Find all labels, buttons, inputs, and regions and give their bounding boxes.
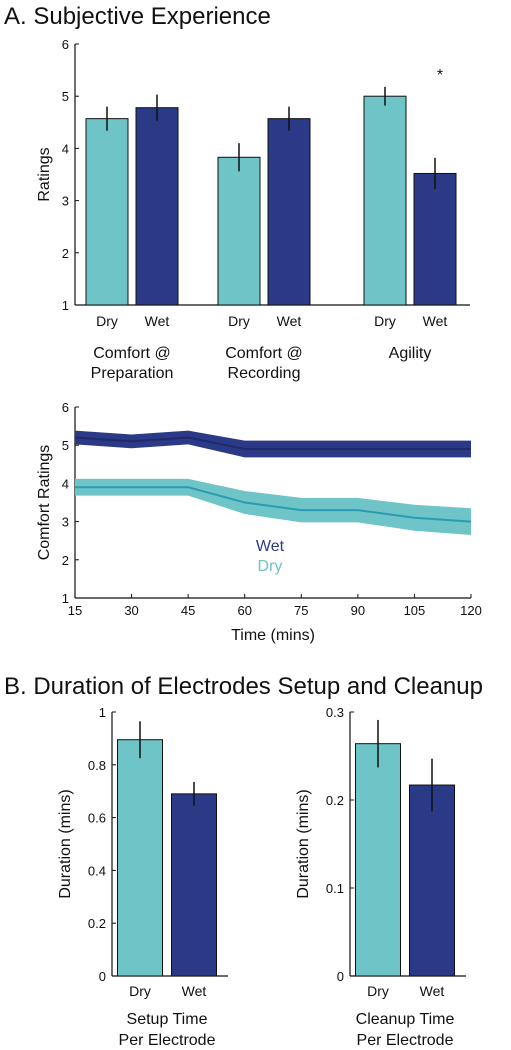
- y-tick-label: 2: [62, 246, 69, 261]
- bar-wet: [171, 793, 217, 977]
- x-tick-label: 75: [294, 603, 308, 618]
- y-tick-label: 5: [62, 438, 69, 453]
- y-axis-label: Ratings: [36, 147, 53, 201]
- y-tick-label: 0.2: [326, 793, 344, 808]
- y-tick-label: 0.3: [326, 705, 344, 720]
- y-axis-label: Duration (mins): [295, 789, 312, 898]
- group-label: Per Electrode: [357, 1032, 454, 1049]
- y-tick-label: 0.6: [88, 811, 106, 826]
- section-a-title: A. Subjective Experience: [4, 3, 271, 30]
- error-band-wet: [75, 430, 471, 458]
- bar-dry: [85, 118, 129, 306]
- x-tick-label: 45: [181, 603, 195, 618]
- y-tick-label: 3: [62, 194, 69, 209]
- y-tick-label: 3: [62, 515, 69, 530]
- legend-wet: Wet: [256, 538, 285, 555]
- cleanup-time-bar-chart: 0 0.1 0.2 0.3 Duration (mins) Dry Wet Cleanup T…: [295, 705, 466, 1049]
- y-axis-label: Duration (mins): [57, 789, 74, 898]
- category-label: Wet: [145, 313, 170, 329]
- category-label: Wet: [277, 313, 302, 329]
- y-tick-label: 5: [62, 89, 69, 104]
- bar-wet: [413, 172, 457, 306]
- y-tick-label: 2: [62, 553, 69, 568]
- category-label: Dry: [374, 313, 396, 329]
- y-tick-label: 0.8: [88, 758, 106, 773]
- y-tick-label: 6: [62, 400, 69, 415]
- x-tick-label: 120: [460, 603, 482, 618]
- x-tick-label: 30: [124, 603, 138, 618]
- y-tick-label: 4: [62, 476, 69, 491]
- significance-marker: *: [437, 67, 443, 84]
- bar-dry: [355, 743, 401, 977]
- y-tick-label: 0.1: [326, 881, 344, 896]
- y-tick-label: 6: [62, 37, 69, 52]
- x-tick-label: 60: [237, 603, 251, 618]
- category-label: Dry: [129, 983, 151, 999]
- section-b-title: B. Duration of Electrodes Setup and Clea…: [4, 673, 483, 700]
- legend-dry: Dry: [258, 558, 283, 575]
- ratings-bar-chart: 1 2 3 4 5 6 Ratings Dry Wet Comfort @ Preparation D…: [36, 37, 470, 382]
- bar-dry: [117, 739, 163, 977]
- group-label: Agility: [389, 345, 432, 362]
- y-axis-label: Comfort Ratings: [36, 445, 53, 561]
- group-label: Comfort @: [93, 345, 171, 362]
- series-line-wet: [74, 436, 471, 451]
- category-label: Dry: [228, 313, 250, 329]
- x-tick-label: 105: [404, 603, 426, 618]
- category-label: Wet: [420, 983, 445, 999]
- y-tick-label: 1: [99, 705, 106, 720]
- y-tick-label: 1: [62, 298, 69, 313]
- bar-wet: [135, 107, 179, 306]
- bar-wet: [409, 784, 455, 977]
- y-tick-label: 4: [62, 141, 69, 156]
- group-label: Preparation: [91, 365, 174, 382]
- category-label: Wet: [423, 313, 448, 329]
- bar-wet: [267, 118, 311, 306]
- x-axis-label: Time (mins): [231, 627, 315, 644]
- group-label: Recording: [228, 365, 301, 382]
- bar-dry: [363, 95, 407, 306]
- series-line-dry: [75, 486, 472, 523]
- y-tick-label: 0: [337, 969, 344, 984]
- group-label: Per Electrode: [119, 1032, 216, 1049]
- category-label: Dry: [367, 983, 389, 999]
- group-label: Setup Time: [127, 1011, 208, 1028]
- group-label: Comfort @: [225, 345, 303, 362]
- x-tick-label: 90: [351, 603, 365, 618]
- bar-dry: [217, 156, 261, 306]
- category-label: Dry: [96, 313, 118, 329]
- y-tick-label: 0: [99, 969, 106, 984]
- category-label: Wet: [182, 983, 207, 999]
- y-tick-label: 0.4: [88, 863, 106, 878]
- setup-time-bar-chart: 0 0.2 0.4 0.6 0.8 1 Duration (mins) Dry Wet Setup…: [57, 705, 228, 1049]
- x-tick-label: 15: [68, 603, 82, 618]
- y-tick-label: 0.2: [88, 916, 106, 931]
- y-tick-label: 1: [62, 591, 69, 606]
- group-label: Cleanup Time: [356, 1011, 455, 1028]
